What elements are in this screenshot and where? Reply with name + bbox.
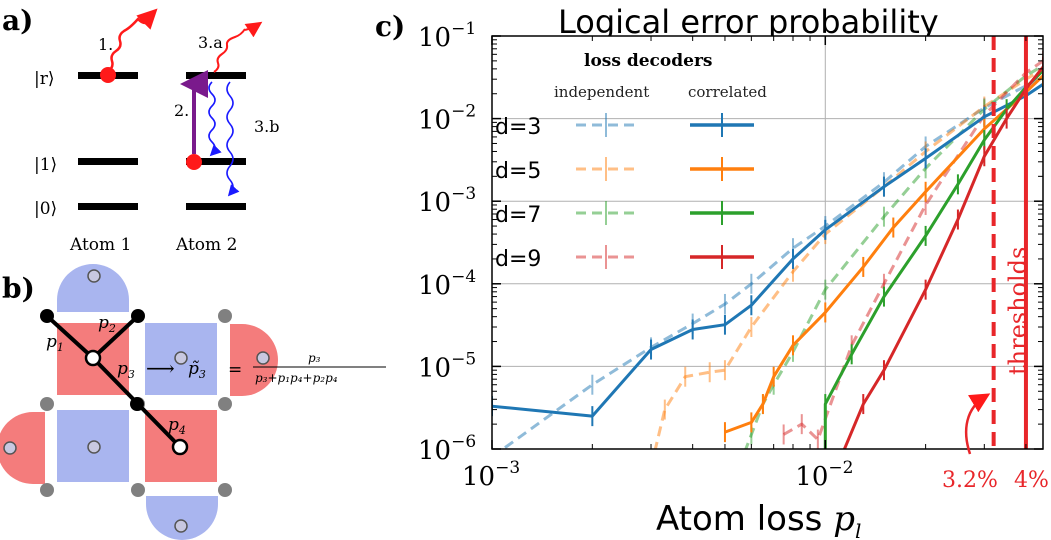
formula-arrow: ⟶ bbox=[146, 356, 175, 380]
threshold-dashed-label: 3.2% bbox=[942, 468, 998, 493]
data-qubit bbox=[218, 309, 232, 323]
legend-correlated: correlated bbox=[688, 83, 767, 101]
error-node bbox=[40, 309, 54, 323]
step-1-label: 1. bbox=[98, 35, 113, 54]
data-qubit bbox=[218, 483, 232, 497]
y-tick-label: 10−6 bbox=[418, 432, 476, 466]
panel-c: c) Logical error probability 10−3 10−210−… bbox=[375, 3, 1049, 540]
plot-frame bbox=[491, 35, 1044, 450]
plot-area bbox=[492, 36, 1043, 449]
threshold-layer bbox=[991, 36, 1028, 449]
panel-a: a) |r⟩ |1⟩ |0⟩ 1. 2. 3.a 3.b Atom 1 Atom… bbox=[2, 4, 280, 255]
x-tick-label: 10−2 bbox=[795, 458, 853, 492]
threshold-solid-label: 4% bbox=[1014, 468, 1049, 493]
atom1-level-1 bbox=[78, 158, 138, 165]
p1-label: p1 bbox=[46, 332, 64, 354]
syndrome-node bbox=[171, 438, 189, 456]
atom1-level-0 bbox=[78, 203, 138, 210]
atom2-level-0 bbox=[186, 203, 246, 210]
step-3b-label: 3.b bbox=[254, 117, 280, 136]
ancilla-qubit bbox=[3, 441, 17, 455]
data-qubit bbox=[40, 483, 54, 497]
atom2-dot bbox=[186, 154, 202, 170]
atom2-decay-arrow bbox=[244, 21, 263, 38]
panel-b-label: b) bbox=[2, 272, 35, 305]
ancilla-qubit bbox=[87, 269, 101, 283]
atom2-decay-to-1-wave bbox=[208, 81, 222, 157]
formula-equals: = bbox=[228, 360, 242, 380]
ancilla-qubit bbox=[174, 519, 188, 533]
chart-title: Logical error probability bbox=[558, 3, 939, 41]
atom1-label: Atom 1 bbox=[69, 235, 131, 255]
plaquette-bottom-blue bbox=[146, 496, 218, 540]
plaquette-right-red bbox=[230, 324, 278, 396]
level-0-label: |0⟩ bbox=[34, 199, 57, 219]
step-3a-label: 3.a bbox=[198, 33, 223, 52]
ancilla-qubit bbox=[256, 351, 270, 365]
atom1-decay-wave bbox=[107, 17, 151, 73]
y-tick-label: 10−2 bbox=[418, 102, 476, 136]
x-tick-label: 10−3 bbox=[462, 458, 520, 492]
reweight-formula: p3 ⟶ p̃3 = p₃ p₃+p₁p₄+p₂p₄ bbox=[117, 351, 386, 385]
data-qubit bbox=[131, 483, 145, 497]
legend-rows: d=3 d=5 d=7 d=9 bbox=[495, 113, 754, 272]
legend-row: d=3 bbox=[495, 113, 754, 140]
y-tick-label: 10−1 bbox=[418, 19, 476, 53]
formula-denominator: p₃+p₁p₄+p₂p₄ bbox=[255, 371, 338, 385]
panel-a-label: a) bbox=[2, 4, 33, 37]
data-qubit bbox=[40, 397, 54, 411]
legend-label: d=9 bbox=[495, 247, 541, 272]
atom2-level-1 bbox=[186, 158, 246, 165]
level-r-label: |r⟩ bbox=[34, 69, 55, 89]
axis-ticks bbox=[491, 35, 1043, 450]
p4-label: p4 bbox=[168, 415, 186, 437]
legend-title: loss decoders bbox=[584, 51, 712, 71]
atom2-label: Atom 2 bbox=[175, 235, 237, 255]
y-tick-label: 10−5 bbox=[418, 349, 476, 383]
formula-numerator: p₃ bbox=[308, 351, 321, 365]
plaquette-left-red bbox=[0, 412, 45, 484]
ancilla-qubit bbox=[174, 351, 188, 365]
legend-label: d=5 bbox=[495, 159, 541, 184]
series-line bbox=[823, 69, 1043, 449]
series-line bbox=[724, 74, 1043, 434]
error-node bbox=[130, 397, 144, 411]
series-d=5-correlated bbox=[723, 65, 1043, 443]
error-node bbox=[131, 309, 145, 323]
legend-row: d=7 bbox=[495, 201, 754, 228]
p3-tilde: p̃3 bbox=[188, 359, 206, 381]
atom1-decay-arrow bbox=[136, 8, 158, 30]
y-tick-label: 10−4 bbox=[418, 267, 476, 301]
level-1-label: |1⟩ bbox=[34, 155, 57, 175]
atom2-decay-to-0-wave bbox=[226, 81, 240, 197]
p3-label: p3 bbox=[117, 359, 135, 381]
atom1-dot bbox=[100, 67, 116, 83]
threshold-pointer-arrow bbox=[964, 393, 991, 455]
ancilla-qubit bbox=[87, 440, 101, 454]
thresholds-label: thresholds bbox=[1004, 247, 1032, 375]
legend-row: d=5 bbox=[495, 157, 754, 184]
legend-label: d=7 bbox=[495, 203, 541, 228]
panel-b: b) bbox=[0, 264, 386, 540]
atom2-level-r bbox=[186, 72, 246, 79]
step-2-label: 2. bbox=[174, 101, 189, 120]
atom2-decay-wave bbox=[213, 28, 246, 73]
y-tick-label: 10−3 bbox=[418, 184, 476, 218]
plaquette-top-blue bbox=[57, 264, 129, 312]
x-axis-label: Atom loss pl bbox=[656, 499, 861, 540]
panel-c-label: c) bbox=[375, 10, 405, 43]
syndrome-node bbox=[84, 349, 102, 367]
data-qubit bbox=[218, 397, 232, 411]
legend-label: d=3 bbox=[495, 115, 541, 140]
legend: loss decoders independent correlated d=3… bbox=[495, 51, 767, 272]
legend-independent: independent bbox=[554, 83, 649, 101]
axis-tick-labels: 10−3 10−2 10−1 10−2 10−3 10−4 10−5 10−6 bbox=[418, 19, 853, 492]
p2-label: p2 bbox=[98, 313, 116, 335]
legend-row: d=9 bbox=[495, 245, 754, 272]
series-layer bbox=[492, 50, 1043, 449]
